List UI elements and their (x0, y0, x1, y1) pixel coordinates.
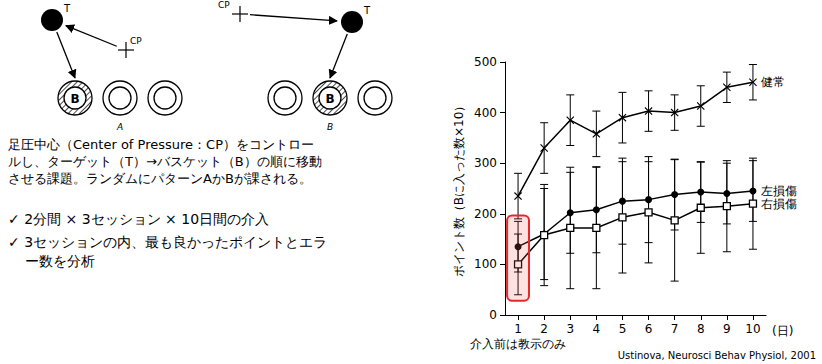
svg-text:0: 0 (489, 308, 497, 322)
svg-text:左損傷: 左損傷 (761, 184, 797, 198)
svg-text:6: 6 (645, 322, 653, 336)
svg-text:(日): (日) (772, 324, 793, 338)
svg-text:Ustinova, Neurosci Behav Physi: Ustinova, Neurosci Behav Physiol, 2001 (618, 350, 816, 361)
svg-text:A: A (116, 122, 123, 132)
svg-text:CP: CP (130, 36, 142, 46)
svg-text:3: 3 (566, 322, 574, 336)
svg-text:2: 2 (540, 322, 548, 336)
html-text:足圧中心（Center of Pressure：CP）をコン: 足圧中心（Center of Pressure：CP）をコントロールし、ターゲッ… (8, 137, 322, 186)
svg-text:ポイント数（Bに入った数×10）: ポイント数（Bに入った数×10） (452, 100, 466, 278)
svg-text:B: B (327, 122, 333, 132)
svg-text:健常: 健常 (761, 75, 785, 89)
svg-text:5: 5 (619, 322, 627, 336)
html-text:✓ 2分間 × 3セッション × 10日間の介入: ✓ 2分間 × 3セッション × 10日間の介入 (8, 211, 270, 227)
svg-text:B: B (325, 92, 334, 106)
svg-text:7: 7 (671, 322, 679, 336)
svg-text:右損傷: 右損傷 (761, 197, 797, 211)
svg-text:1: 1 (514, 322, 522, 336)
svg-text:4: 4 (593, 322, 601, 336)
svg-text:10: 10 (745, 322, 760, 336)
svg-text:100: 100 (474, 257, 497, 271)
svg-text:400: 400 (474, 106, 497, 120)
svg-text:B: B (70, 92, 79, 106)
html-text:✓ 3セッションの内、最も良かったポイントとエラー数を分析: ✓ 3セッションの内、最も良かったポイントとエラー数を分析 (8, 234, 328, 269)
svg-text:T: T (363, 5, 371, 16)
svg-text:500: 500 (474, 55, 497, 69)
svg-text:8: 8 (697, 322, 705, 336)
svg-text:T: T (63, 3, 71, 14)
svg-text:介入前は教示のみ: 介入前は教示のみ (470, 337, 566, 351)
svg-text:9: 9 (723, 322, 731, 336)
svg-text:300: 300 (474, 156, 497, 170)
svg-text:CP: CP (218, 0, 230, 10)
svg-text:200: 200 (474, 207, 497, 221)
